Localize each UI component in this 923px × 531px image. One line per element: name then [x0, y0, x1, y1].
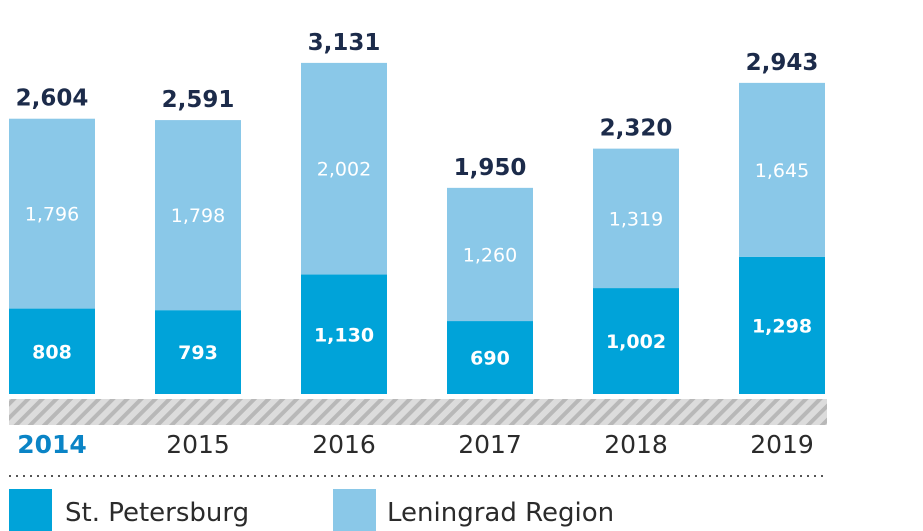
x-tick-label-2016: 2016: [312, 430, 376, 459]
bar-segment-st-petersburg-2014: [9, 308, 95, 394]
bar-segment-st-petersburg-2019: [739, 256, 825, 394]
labels-layer: 808 1,796 2,604 2014 793 1,798 2,591 2015 1,130 2…: [16, 30, 819, 459]
data-label-leningrad-region-2019: 1,645: [755, 160, 809, 182]
data-label-leningrad-region-2016: 2,002: [317, 159, 371, 181]
baseline-hatched-band: [9, 399, 827, 425]
legend-label-leningrad-region: Leningrad Region: [387, 498, 614, 528]
x-tick-label-2014: 2014: [17, 430, 87, 459]
total-label-2017: 1,950: [454, 155, 527, 181]
total-label-2014: 2,604: [16, 86, 89, 112]
bar-segment-leningrad-region-2019: [739, 82, 825, 257]
data-label-leningrad-region-2015: 1,798: [171, 205, 225, 227]
legend-swatch-leningrad-region: [333, 489, 376, 531]
x-tick-label-2015: 2015: [166, 430, 230, 459]
bar-segment-st-petersburg-2016: [301, 274, 387, 394]
legend-label-st-petersburg: St. Petersburg: [65, 498, 249, 528]
bar-segment-leningrad-region-2016: [301, 62, 387, 275]
data-label-st-petersburg-2019: 1,298: [752, 315, 812, 337]
bar-segment-leningrad-region-2015: [155, 120, 241, 311]
data-label-st-petersburg-2017: 690: [470, 348, 510, 370]
data-label-leningrad-region-2014: 1,796: [25, 204, 79, 226]
x-tick-label-2019: 2019: [750, 430, 814, 459]
data-label-st-petersburg-2018: 1,002: [606, 331, 666, 353]
data-label-st-petersburg-2014: 808: [32, 341, 72, 363]
bar-segment-st-petersburg-2017: [447, 321, 533, 394]
bar-segment-leningrad-region-2017: [447, 187, 533, 322]
total-label-2018: 2,320: [600, 116, 673, 142]
total-label-2015: 2,591: [162, 87, 235, 113]
data-label-leningrad-region-2017: 1,260: [463, 244, 517, 266]
bar-segment-st-petersburg-2018: [593, 288, 679, 394]
bar-segment-leningrad-region-2018: [593, 148, 679, 289]
bar-segment-st-petersburg-2015: [155, 310, 241, 394]
total-label-2016: 3,131: [308, 30, 381, 56]
x-tick-label-2017: 2017: [458, 430, 522, 459]
bar-segment-leningrad-region-2014: [9, 118, 95, 309]
data-label-st-petersburg-2016: 1,130: [314, 324, 374, 346]
bars-layer: [9, 62, 825, 394]
x-tick-label-2018: 2018: [604, 430, 668, 459]
data-label-leningrad-region-2018: 1,319: [609, 208, 663, 230]
legend: St. Petersburg Leningrad Region: [9, 489, 614, 531]
total-label-2019: 2,943: [746, 50, 819, 76]
legend-swatch-st-petersburg: [9, 489, 52, 531]
data-label-st-petersburg-2015: 793: [178, 342, 218, 364]
